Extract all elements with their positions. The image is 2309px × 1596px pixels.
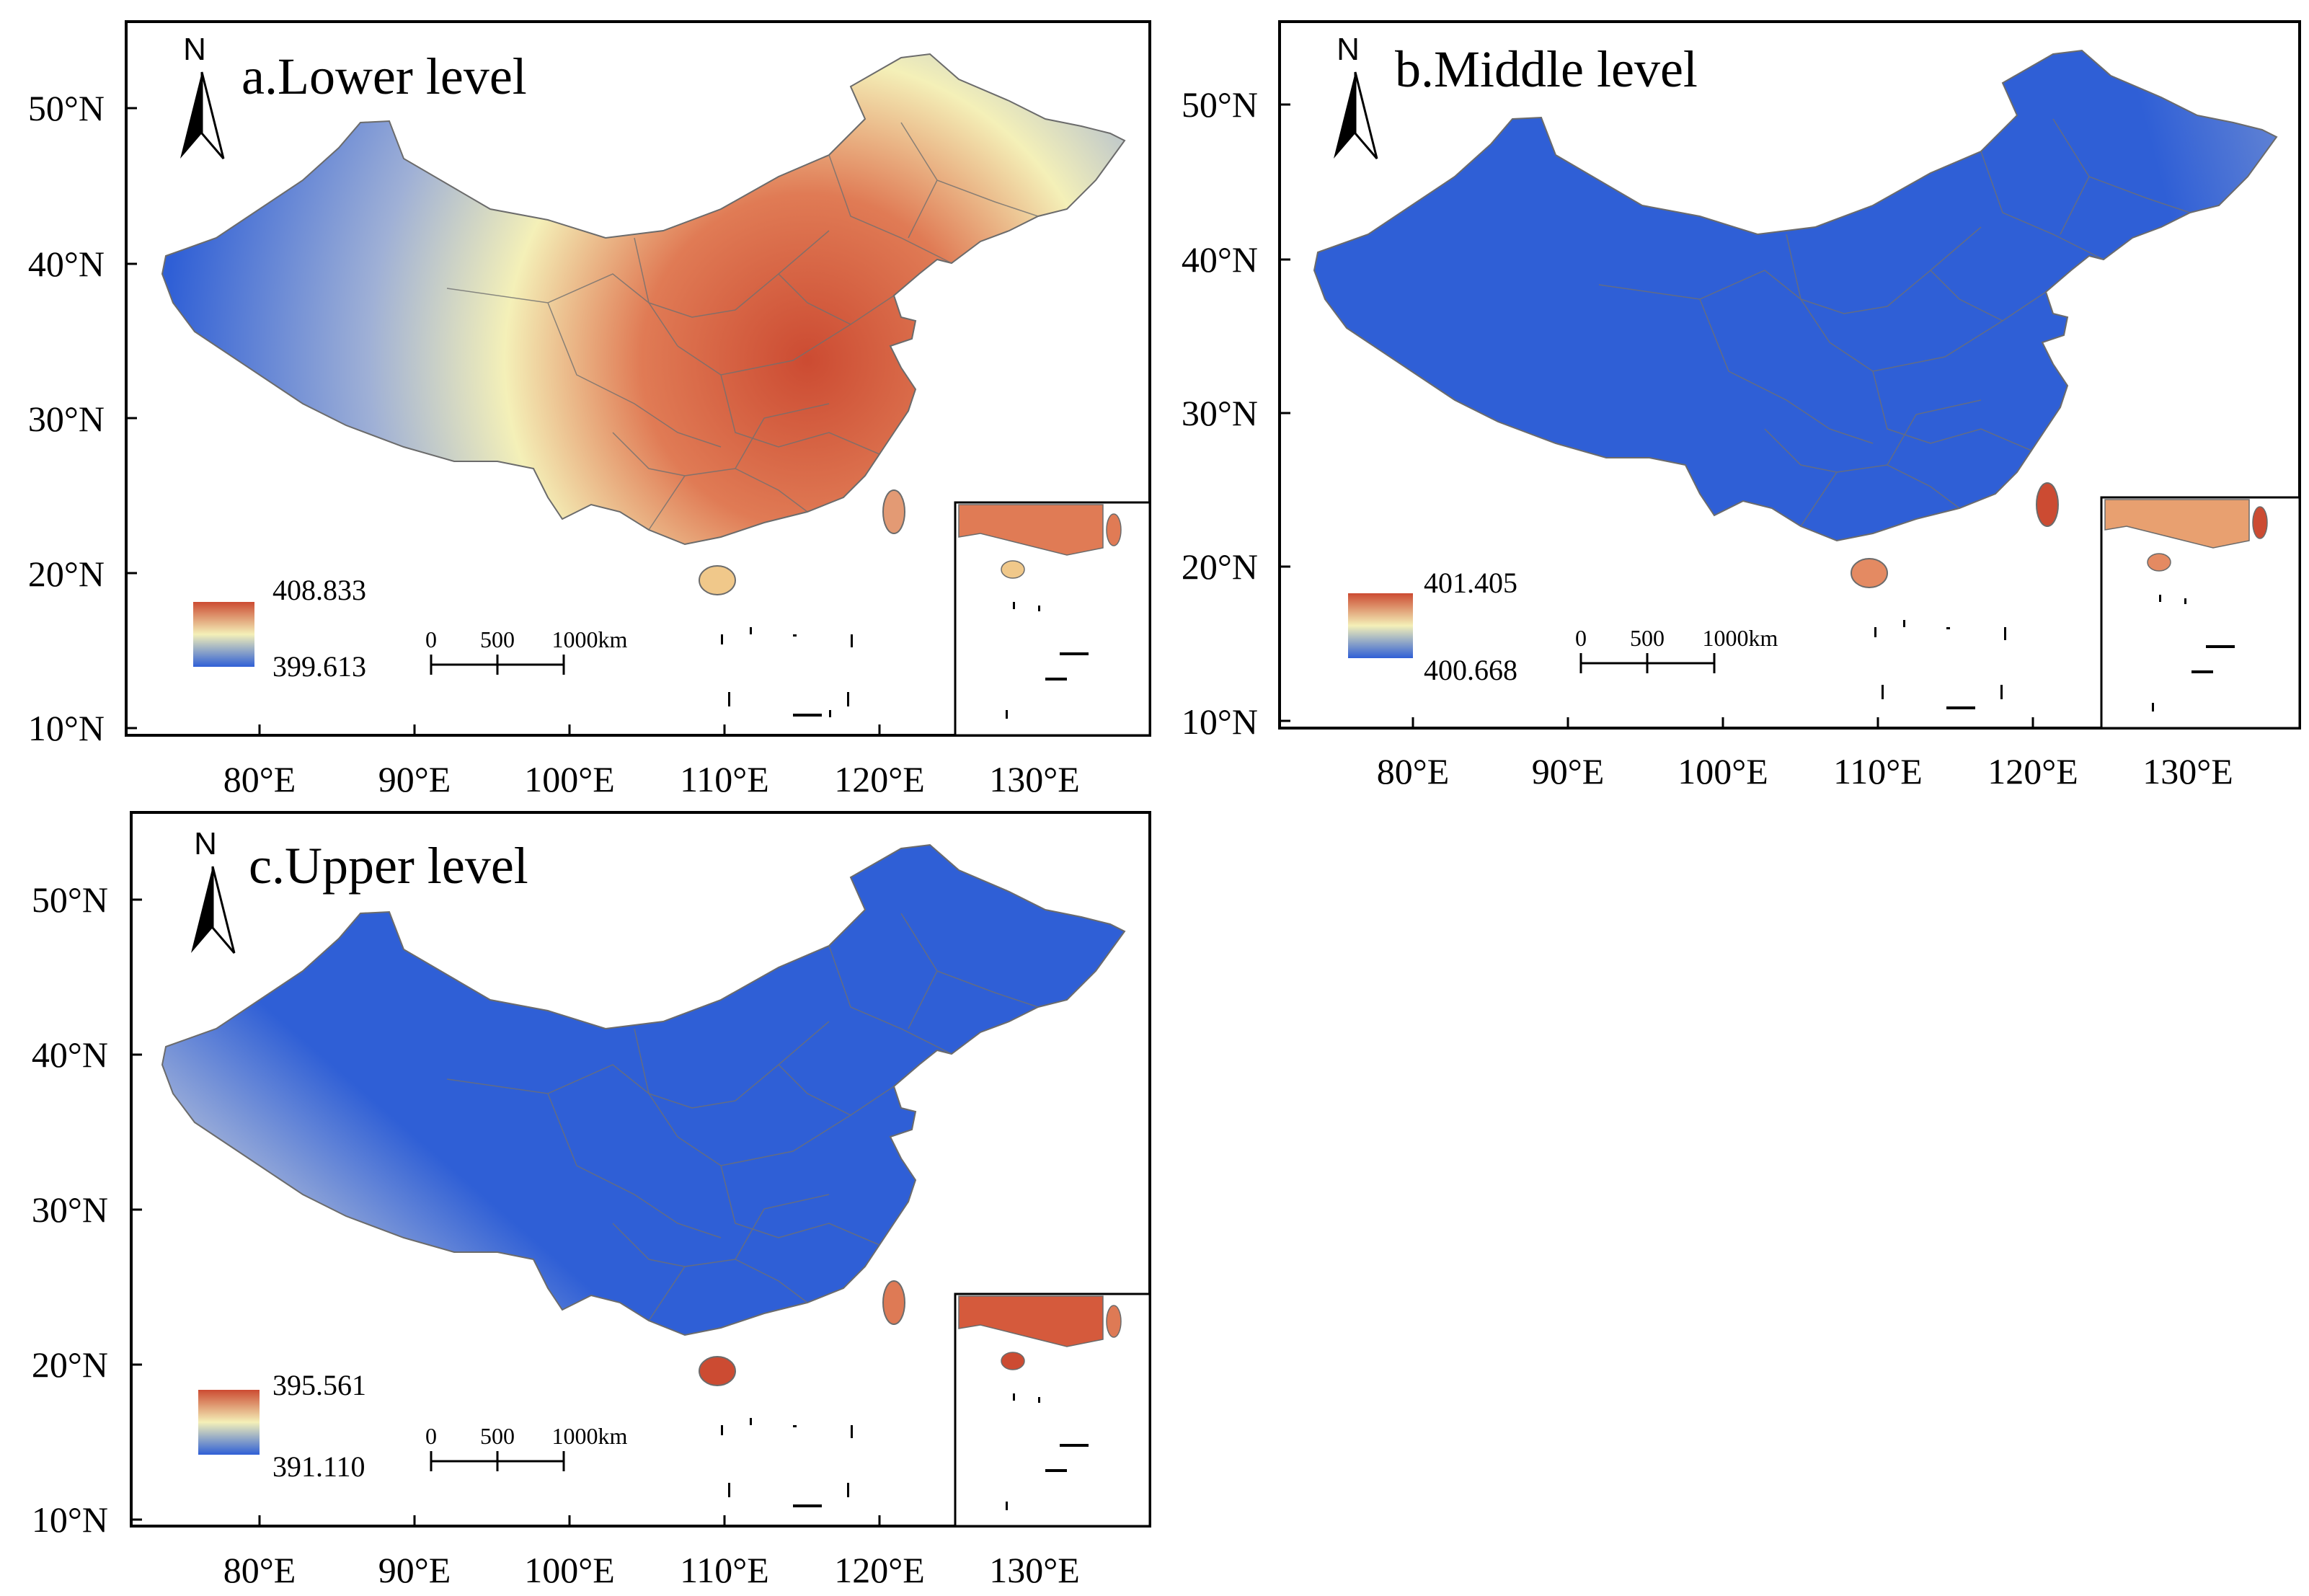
map-panel-b: N b.Middle level 401.405 400.668 0 500 1… (1182, 20, 2301, 792)
lon-axis: 80°E 90°E 100°E 110°E 120°E 130°E (223, 724, 1080, 799)
lat-axis: 50°N 40°N 30°N 20°N 10°N (1182, 84, 1290, 742)
lat-tick-label: 50°N (1182, 84, 1258, 125)
lon-tick-label: 90°E (1532, 751, 1605, 792)
legend-max-label: 408.833 (272, 574, 366, 606)
lon-tick-label: 120°E (834, 759, 925, 799)
lat-tick-label: 30°N (28, 399, 105, 439)
lat-tick-label: 10°N (28, 708, 105, 748)
province-boundaries (446, 122, 1039, 531)
lon-tick-label: 90°E (378, 759, 451, 799)
lon-tick-label: 110°E (1833, 751, 1923, 792)
lat-tick-label: 20°N (28, 554, 105, 594)
lon-tick-label: 110°E (680, 1550, 769, 1590)
lat-tick-label: 50°N (28, 88, 105, 128)
lon-axis: 80°E 90°E 100°E 110°E 120°E 130°E (223, 1515, 1080, 1590)
scale-label-0: 0 (425, 1423, 437, 1449)
china-landmass (1313, 49, 2278, 542)
scale-label-0: 0 (425, 626, 437, 652)
lon-tick-label: 90°E (378, 1550, 451, 1590)
lon-tick-label: 130°E (989, 759, 1080, 799)
lat-axis: 50°N 40°N 30°N 20°N 10°N (28, 88, 137, 748)
lon-tick-label: 100°E (524, 1550, 615, 1590)
lon-tick-label: 80°E (223, 759, 296, 799)
scale-label-500: 500 (480, 626, 515, 652)
lat-tick-label: 20°N (32, 1344, 108, 1385)
scale-bar: 0 500 1000km (425, 1423, 628, 1471)
lat-tick-label: 40°N (1182, 239, 1258, 280)
province-boundaries (446, 913, 1039, 1321)
scale-bar: 0 500 1000km (1575, 625, 1778, 673)
china-landmass (161, 53, 1126, 546)
scale-label-1000km: 1000km (1703, 625, 1778, 651)
south-sea-islands (721, 627, 853, 717)
scale-label-1000km: 1000km (552, 626, 628, 652)
legend-max-label: 401.405 (1424, 567, 1517, 599)
taiwan-island (2036, 482, 2059, 527)
legend-min-label: 391.110 (272, 1450, 365, 1483)
inset-map (954, 1293, 1151, 1528)
north-label: N (183, 32, 206, 67)
lon-tick-label: 80°E (223, 1550, 296, 1590)
lat-axis: 50°N 40°N 30°N 20°N 10°N (32, 879, 142, 1540)
legend-min-label: 399.613 (272, 650, 366, 683)
province-boundaries (1598, 118, 2191, 527)
lat-tick-label: 40°N (32, 1034, 108, 1075)
hainan-island (699, 565, 736, 595)
lon-axis: 80°E 90°E 100°E 110°E 120°E 130°E (1377, 717, 2233, 792)
lat-tick-label: 30°N (32, 1189, 108, 1230)
legend-max-label: 395.561 (272, 1369, 366, 1401)
hainan-island (1851, 558, 1888, 588)
hainan-island (699, 1356, 736, 1386)
inset-map (2100, 496, 2301, 730)
china-landmass (161, 843, 1126, 1336)
map-panel-c: N c.Upper level 395.561 391.110 0 500 10… (32, 811, 1151, 1590)
taiwan-island (882, 1280, 905, 1325)
south-sea-islands (1874, 620, 2006, 709)
lon-tick-label: 100°E (1678, 751, 1768, 792)
lat-tick-label: 10°N (32, 1499, 108, 1540)
lat-tick-label: 30°N (1182, 393, 1258, 433)
lon-tick-label: 130°E (2142, 751, 2233, 792)
color-legend: 401.405 400.668 (1348, 567, 1517, 686)
north-arrow: N (180, 32, 225, 159)
taiwan-island (882, 489, 905, 534)
color-legend: 395.561 391.110 (198, 1369, 366, 1483)
inset-map (954, 501, 1151, 737)
north-arrow: N (191, 826, 236, 954)
scale-label-1000km: 1000km (552, 1423, 628, 1449)
lon-tick-label: 100°E (524, 759, 615, 799)
scale-bar: 0 500 1000km (425, 626, 628, 675)
scale-label-0: 0 (1575, 625, 1587, 651)
scale-label-500: 500 (1630, 625, 1665, 651)
lon-tick-label: 130°E (989, 1550, 1080, 1590)
map-panel-a: N a.Lower level 408.833 399.613 0 500 10… (28, 20, 1151, 799)
lon-tick-label: 120°E (1987, 751, 2078, 792)
lat-tick-label: 50°N (32, 879, 108, 920)
lon-tick-label: 110°E (680, 759, 769, 799)
north-label: N (1337, 32, 1360, 67)
scale-label-500: 500 (480, 1423, 515, 1449)
lat-tick-label: 10°N (1182, 701, 1258, 742)
panel-title: c.Upper level (249, 837, 528, 895)
color-legend: 408.833 399.613 (193, 574, 366, 683)
lon-tick-label: 80°E (1377, 751, 1450, 792)
lon-tick-label: 120°E (834, 1550, 925, 1590)
panel-title: a.Lower level (241, 48, 527, 105)
lat-tick-label: 20°N (1182, 546, 1258, 587)
lat-tick-label: 40°N (28, 244, 105, 284)
south-sea-islands (721, 1418, 853, 1507)
north-label: N (194, 826, 217, 861)
north-arrow: N (1334, 32, 1378, 159)
panel-title: b.Middle level (1395, 40, 1698, 98)
legend-min-label: 400.668 (1424, 654, 1517, 686)
